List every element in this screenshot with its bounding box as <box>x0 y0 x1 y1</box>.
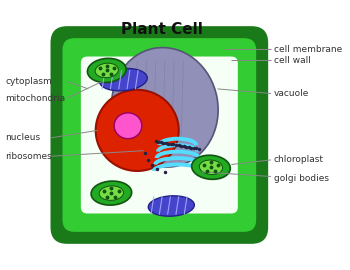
Ellipse shape <box>88 58 126 83</box>
Ellipse shape <box>91 181 132 205</box>
Text: Plant Cell: Plant Cell <box>121 22 203 36</box>
Ellipse shape <box>96 90 179 171</box>
FancyBboxPatch shape <box>80 56 239 214</box>
Ellipse shape <box>114 113 142 139</box>
Ellipse shape <box>192 155 230 179</box>
Ellipse shape <box>148 196 194 216</box>
FancyBboxPatch shape <box>50 26 268 244</box>
Text: cytoplasm: cytoplasm <box>5 77 52 86</box>
Text: mitochondria: mitochondria <box>5 94 65 103</box>
FancyBboxPatch shape <box>63 38 256 232</box>
Text: ribosomes: ribosomes <box>5 152 52 161</box>
Ellipse shape <box>199 160 223 174</box>
Text: golgi bodies: golgi bodies <box>274 174 329 183</box>
Ellipse shape <box>99 68 147 91</box>
Text: chloroplast: chloroplast <box>274 156 324 164</box>
Text: vacuole: vacuole <box>274 89 309 98</box>
Ellipse shape <box>112 48 218 167</box>
Text: cell wall: cell wall <box>274 56 310 65</box>
Ellipse shape <box>99 186 124 200</box>
Text: nucleus: nucleus <box>5 133 41 142</box>
Ellipse shape <box>95 63 118 78</box>
Text: cell membrane: cell membrane <box>274 45 342 54</box>
